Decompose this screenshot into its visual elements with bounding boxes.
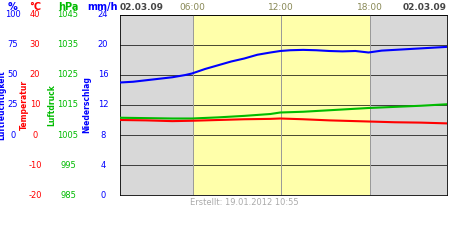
Text: 30: 30: [30, 40, 40, 50]
Text: Niederschlag: Niederschlag: [82, 76, 91, 134]
Text: Luftfeuchtigkeit: Luftfeuchtigkeit: [0, 70, 6, 140]
Text: 4: 4: [100, 160, 106, 170]
Text: 02.03.09: 02.03.09: [120, 3, 164, 12]
Text: 1005: 1005: [58, 130, 78, 140]
Text: 40: 40: [30, 10, 40, 20]
Text: 0: 0: [100, 190, 106, 200]
Text: hPa: hPa: [58, 2, 78, 12]
Text: 12:00: 12:00: [268, 3, 294, 12]
Text: 02.03.09: 02.03.09: [403, 3, 447, 12]
Bar: [193, 15, 370, 195]
Text: 995: 995: [60, 160, 76, 170]
Text: %: %: [8, 2, 18, 12]
Text: 75: 75: [8, 40, 18, 50]
Text: 50: 50: [8, 70, 18, 80]
Text: 8: 8: [100, 130, 106, 140]
Text: mm/h: mm/h: [88, 2, 118, 12]
Text: 1045: 1045: [58, 10, 78, 20]
Text: 1035: 1035: [58, 40, 79, 50]
Text: 985: 985: [60, 190, 76, 200]
Text: 25: 25: [8, 100, 18, 110]
Text: Erstellt: 19.01.2012 10:55: Erstellt: 19.01.2012 10:55: [190, 198, 298, 207]
Text: 18:00: 18:00: [357, 3, 383, 12]
Text: 12: 12: [98, 100, 108, 110]
Text: 1015: 1015: [58, 100, 78, 110]
Text: Temperatur: Temperatur: [19, 80, 28, 130]
Text: Luftdruck: Luftdruck: [48, 84, 57, 126]
Text: 06:00: 06:00: [180, 3, 206, 12]
Text: 16: 16: [98, 70, 108, 80]
Text: 20: 20: [98, 40, 108, 50]
Text: °C: °C: [29, 2, 41, 12]
Text: 20: 20: [30, 70, 40, 80]
Text: 24: 24: [98, 10, 108, 20]
Text: -10: -10: [28, 160, 42, 170]
Text: 1025: 1025: [58, 70, 78, 80]
Text: 100: 100: [5, 10, 21, 20]
Text: 0: 0: [32, 130, 38, 140]
Text: 10: 10: [30, 100, 40, 110]
Text: 0: 0: [10, 130, 16, 140]
Text: -20: -20: [28, 190, 42, 200]
